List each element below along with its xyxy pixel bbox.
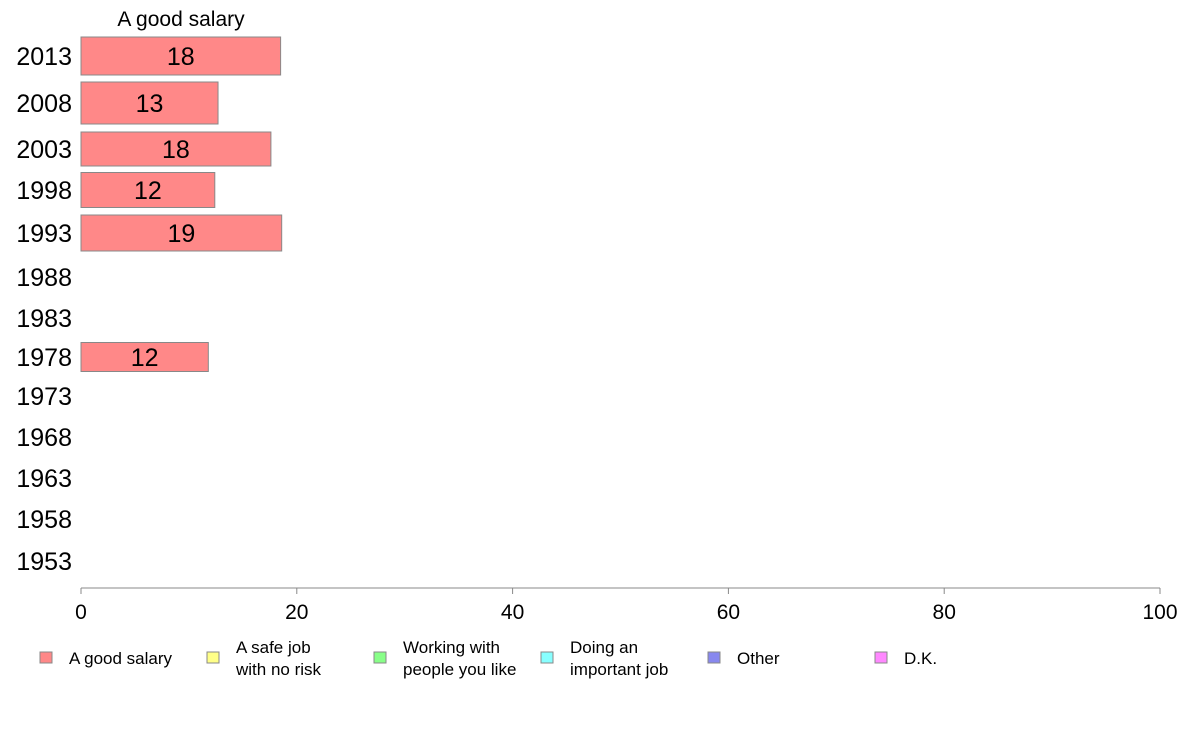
x-tick-label: 20 — [285, 601, 308, 624]
y-tick-label: 2008 — [16, 90, 72, 118]
legend-swatch — [39, 651, 53, 664]
legend-swatch — [874, 651, 888, 664]
legend: A good salary A safe job with no risk Worki… — [39, 638, 937, 679]
legend-label: with no risk — [235, 660, 322, 679]
y-tick-label: 1988 — [16, 264, 72, 292]
y-tick-label: 2013 — [16, 43, 72, 71]
panel-title: A good salary — [117, 8, 245, 31]
x-axis: 0 20 40 60 80 100 — [75, 587, 1178, 624]
legend-swatch — [540, 651, 554, 664]
legend-swatch — [707, 651, 721, 664]
legend-label: D.K. — [904, 649, 937, 668]
legend-swatch — [206, 651, 220, 664]
x-tick-label: 80 — [933, 601, 956, 624]
bar — [80, 131, 272, 167]
bar-value-label: 18 — [162, 136, 190, 164]
bar-value-label: 19 — [167, 220, 195, 248]
y-tick-label: 1963 — [16, 465, 72, 493]
bar — [80, 214, 283, 252]
x-tick-label: 0 — [75, 601, 87, 624]
legend-label: Working with — [403, 638, 500, 657]
y-tick-label: 1978 — [16, 344, 72, 372]
x-tick-label: 60 — [717, 601, 740, 624]
bar — [80, 81, 219, 125]
legend-label: people you like — [403, 660, 516, 679]
bar — [80, 172, 216, 208]
y-axis-labels: 2013 2008 2003 1998 1993 1988 1983 1978 1973 1968… — [16, 43, 72, 576]
legend-label: important job — [570, 660, 668, 679]
y-tick-label: 1993 — [16, 220, 72, 248]
y-tick-label: 1983 — [16, 305, 72, 333]
x-tick-label: 100 — [1142, 601, 1177, 624]
bar-value-label: 18 — [167, 43, 195, 71]
y-tick-label: 1953 — [16, 548, 72, 576]
legend-swatch — [373, 651, 387, 664]
legend-label: A safe job — [236, 638, 311, 657]
bar-value-label: 13 — [136, 90, 164, 118]
x-tick-label: 40 — [501, 601, 524, 624]
legend-label: Other — [737, 649, 780, 668]
legend-label: A good salary — [69, 649, 173, 668]
y-tick-label: 1998 — [16, 177, 72, 205]
bar — [80, 36, 282, 76]
y-tick-label: 1973 — [16, 383, 72, 411]
legend-label: Doing an — [570, 638, 638, 657]
bar-value-label: 12 — [131, 344, 159, 372]
y-tick-label: 1968 — [16, 424, 72, 452]
y-tick-label: 2003 — [16, 136, 72, 164]
y-tick-label: 1958 — [16, 506, 72, 534]
bar — [80, 342, 209, 372]
bar-value-label: 12 — [134, 177, 162, 205]
